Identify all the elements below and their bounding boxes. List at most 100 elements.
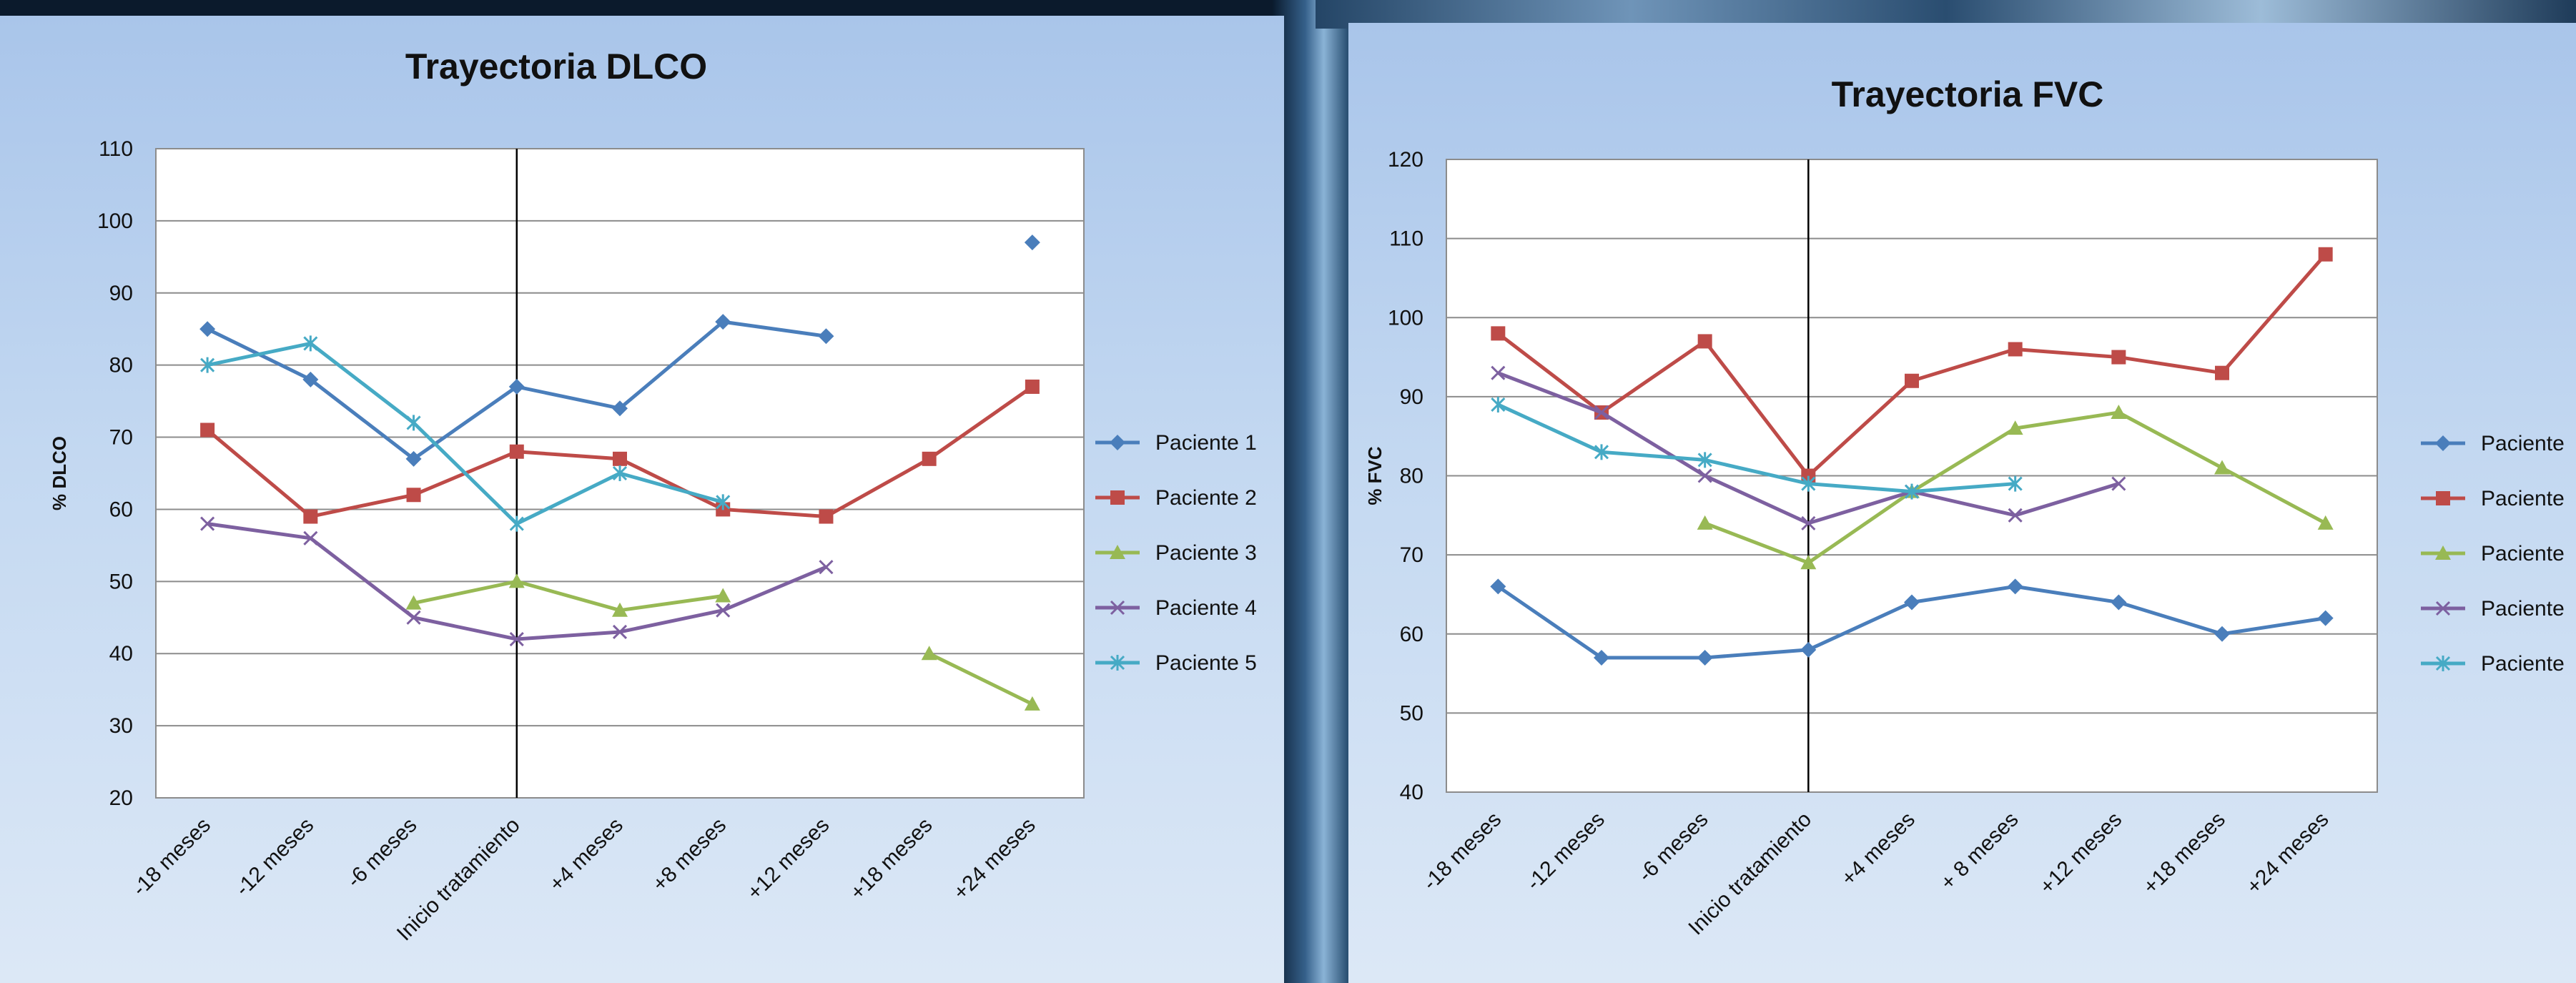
legend-marker-3: [2435, 545, 2451, 560]
data-point-series-2: [613, 451, 627, 466]
data-point-series-5: [1594, 444, 1609, 460]
y-tick-label: 100: [1388, 306, 1423, 330]
legend-marker-4: [2435, 601, 2451, 616]
series-line-5: [207, 341, 724, 526]
x-tick-label: -12 meses: [231, 814, 318, 901]
x-tick-label: +8 meses: [648, 814, 731, 896]
data-point-series-1: [199, 321, 216, 337]
legend-label-4: Paciente: [2481, 597, 2565, 621]
x-tick-label: +12 meses: [2035, 808, 2127, 899]
data-point-series-2: [819, 509, 834, 524]
y-tick-label: 80: [1400, 465, 1423, 488]
data-point-series-4: [2008, 508, 2023, 523]
data-point-series-2: [922, 451, 937, 466]
legend-marker-1: [2435, 435, 2451, 451]
data-point-series-1: [715, 314, 731, 330]
data-point-series-1: [1490, 578, 1506, 595]
legend-label-2: Paciente: [2481, 487, 2565, 510]
data-point-series-1: [1594, 649, 1609, 666]
data-point-series-5: [200, 357, 215, 373]
data-point-series-2: [1697, 334, 1712, 349]
y-tick-label: 90: [1400, 385, 1423, 409]
legend-marker-4: [1110, 600, 1125, 616]
y-tick-label: 80: [109, 354, 133, 377]
legend-marker-3: [1110, 545, 1125, 559]
data-point-series-4: [612, 624, 628, 640]
data-point-series-2: [1905, 373, 1919, 388]
legend-label-1: Paciente: [2481, 432, 2565, 455]
data-point-series-3: [508, 573, 525, 588]
data-point-series-1: [2007, 578, 2023, 595]
legend-label-5: Paciente 5: [1155, 651, 1257, 675]
legend-label-3: Paciente: [2481, 542, 2565, 565]
data-point-series-1: [1904, 594, 1920, 611]
data-point-series-5: [406, 415, 421, 431]
dlco-chart-panel: Trayectoria DLCO 20 30 40 50 60 70 80 90 100 110 % …: [0, 16, 1284, 983]
data-point-series-3: [1800, 555, 1817, 570]
data-point-series-5: [1904, 483, 1920, 500]
y-tick-label: 110: [99, 137, 133, 161]
data-point-series-1: [2111, 594, 2127, 611]
data-point-series-5: [303, 335, 318, 352]
data-point-series-3: [921, 646, 937, 661]
y-tick-label: 100: [97, 209, 133, 233]
x-tick-label: -6 meses: [342, 814, 422, 893]
data-point-series-2: [406, 488, 421, 503]
data-point-series-3: [1024, 696, 1040, 711]
y-tick-label: 50: [109, 570, 133, 593]
data-point-series-3: [1697, 515, 1713, 530]
y-tick-label: 30: [109, 714, 133, 738]
data-point-series-3: [2214, 460, 2230, 475]
legend-label-4: Paciente 4: [1155, 596, 1257, 620]
data-point-series-4: [1491, 365, 1506, 380]
data-point-series-1: [302, 371, 319, 387]
data-point-series-5: [716, 494, 731, 510]
x-tick-label: -18 meses: [128, 814, 215, 901]
data-point-series-1: [2317, 610, 2334, 626]
data-point-series-4: [509, 631, 524, 647]
data-point-series-5: [1801, 475, 1816, 492]
dlco-chart: Trayectoria DLCO 20 30 40 50 60 70 80 90 100 110 % …: [49, 46, 1257, 945]
data-point-series-1: [508, 378, 525, 395]
y-tick-label: 60: [109, 498, 133, 521]
data-point-series-4: [2111, 476, 2126, 491]
data-point-series-4: [716, 603, 731, 618]
data-point-series-2: [303, 509, 318, 524]
data-point-series-2: [200, 423, 215, 438]
data-point-series-4: [303, 530, 318, 545]
fvc-chart: Trayectoria FVC 40 50 60 70 80 90 100 110 120 % FV…: [1364, 74, 2565, 939]
y-tick-label: 70: [1400, 543, 1423, 567]
data-point-series-3: [2007, 420, 2023, 435]
data-point-series-1: [1697, 649, 1713, 666]
data-point-series-1: [612, 400, 628, 417]
legend-label-5: Paciente: [2481, 652, 2565, 676]
x-tick-label: +4 meses: [1837, 808, 1920, 891]
x-tick-label: +18 meses: [846, 814, 937, 905]
series-line-5: [1497, 402, 2015, 494]
y-axis-label: % FVC: [1364, 446, 1386, 505]
data-point-series-4: [1801, 515, 1816, 530]
y-tick-label: 20: [109, 786, 133, 810]
y-tick-label: 40: [109, 642, 133, 666]
data-point-series-2: [2318, 247, 2333, 262]
data-point-series-3: [612, 602, 628, 617]
y-tick-label: 60: [1400, 623, 1423, 646]
y-axis-label: % DLCO: [49, 436, 70, 510]
x-tick-label: +24 meses: [2242, 808, 2334, 899]
series-line-3: [413, 579, 1033, 706]
legend-marker-1: [1110, 435, 1125, 450]
legend-marker-2: [1110, 490, 1125, 505]
legend-label-1: Paciente 1: [1155, 431, 1257, 455]
data-point-series-3: [2317, 515, 2334, 530]
legend-label-3: Paciente 3: [1155, 541, 1257, 565]
data-point-series-4: [406, 610, 421, 625]
data-point-series-3: [405, 595, 422, 610]
x-tick-label: -18 meses: [1418, 808, 1506, 895]
legend-marker-2: [2436, 491, 2450, 505]
fvc-chart-panel: Trayectoria FVC 40 50 60 70 80 90 100 110 120 % FV…: [1348, 23, 2576, 983]
data-point-series-2: [1491, 326, 1506, 341]
legend-marker-5: [1110, 655, 1125, 671]
x-tick-label: +4 meses: [545, 814, 628, 896]
data-point-series-2: [1025, 379, 1040, 394]
chart-title: Trayectoria FVC: [1832, 74, 2104, 114]
